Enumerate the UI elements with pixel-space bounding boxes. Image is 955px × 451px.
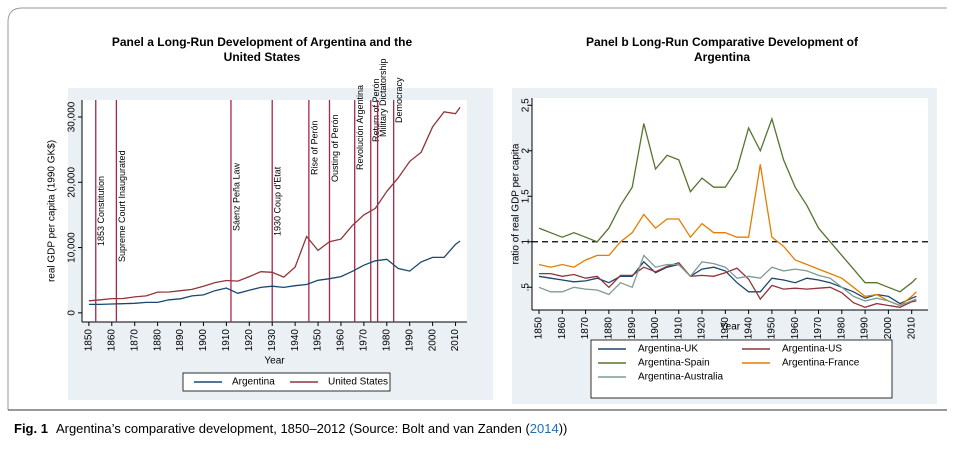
frame [7,7,947,410]
plot-area [532,98,928,310]
caption-label: Fig. 1 [14,421,48,436]
x-tick-label: 1900 [650,317,661,340]
panel-title: Panel b Long-Run Comparative Development… [586,35,859,49]
y-axis-title: ratio of real GDP per capita [511,143,522,264]
event-label: Democracy [394,77,404,123]
x-tick-label: 1890 [627,317,638,340]
x-tick-label: 1990 [860,317,871,340]
x-tick-label: 1970 [813,317,824,340]
event-label: Return of Perón [371,78,381,142]
citation-link[interactable]: 2014 [530,421,559,436]
x-tick-label: 1980 [836,317,847,340]
y-tick-label: 1.5 [521,189,532,203]
x-axis-title: Year [720,322,741,333]
legend-label: Argentina-Australia [638,372,723,383]
event-label: 1930 Coup d'Etat [273,166,283,236]
legend-label: Argentina [232,377,275,388]
x-tick-label: 1970 [359,329,370,352]
y-tick-label: 10,000 [67,232,78,263]
y-axis-title: real GDP per capita (1990 GK$) [47,140,58,282]
event-label: Military Dictatorship [378,58,388,137]
data-line [538,254,917,307]
legend-label: United States [328,377,388,388]
data-line [539,261,917,308]
legend-box [182,372,391,392]
x-tick-label: 1930 [267,329,278,352]
y-tick-label: 1 [521,239,532,245]
x-tick-label: 1860 [557,317,568,340]
x-tick-label: 1930 [720,317,731,340]
x-tick-label: 1920 [697,317,708,340]
x-tick-label: 1850 [84,329,95,352]
y-tick-label: .5 [521,283,532,292]
panel-title: Argentina [694,50,750,64]
y-tick-label: 2.5 [521,98,532,112]
x-tick-label: 1950 [767,317,778,340]
x-tick-label: 1900 [198,329,209,352]
x-tick-label: 1860 [106,329,117,352]
data-line [538,116,917,293]
x-tick-label: 1940 [743,317,754,340]
panel-title: Panel a Long-Run Development of Argentin… [112,35,413,49]
y-tick-label: 20,000 [67,167,78,198]
data-line [538,260,917,305]
x-tick-label: 1980 [381,329,392,352]
x-tick-label: 2010 [906,317,917,340]
x-tick-label: 2000 [427,329,438,352]
data-line [538,164,917,307]
x-tick-label: 1880 [152,329,163,352]
x-tick-label: 1960 [790,317,801,340]
x-tick-label: 1910 [673,317,684,340]
x-tick-label: 1960 [336,329,347,352]
event-label: Sáenz Peña Law [231,162,241,231]
y-tick-label: 2 [521,148,532,154]
y-tick-label: 0 [67,310,78,316]
legend-label: Argentina-Spain [638,358,710,369]
x-tick-label: 1910 [221,329,232,352]
x-axis-title: Year [264,356,285,367]
legend-label: Argentina-France [782,358,860,369]
legend-label: Argentina-UK [638,344,698,355]
event-label: Supreme Court Inaugurated [117,150,127,262]
x-tick-label: 1940 [290,329,301,352]
panel-title: United States [224,50,301,64]
x-tick-label: 1990 [404,329,415,352]
caption: Fig. 1 Argentina’s comparative developmen… [14,421,567,436]
x-tick-label: 1950 [313,329,324,352]
y-tick-label: 30,000 [67,101,78,132]
caption-end: )) [559,421,568,436]
event-label: Ousting of Perón [330,114,340,182]
x-tick-label: 1880 [604,317,615,340]
legend-box [590,339,893,399]
legend-label: Argentina-US [782,344,842,355]
x-tick-label: 1870 [580,317,591,340]
event-label: Revolución Argentina [355,85,365,170]
x-tick-label: 2000 [883,317,894,340]
data-line [88,106,461,302]
event-label: Rise of Perón [309,120,319,175]
event-label: 1853 Constitution [96,176,106,246]
x-tick-label: 1920 [244,329,255,352]
x-tick-label: 2010 [450,329,461,352]
caption-text: Argentina’s comparative development, 185… [56,421,531,436]
data-line [88,240,461,306]
x-tick-label: 1870 [129,329,140,352]
plot-area [82,100,467,322]
x-tick-label: 1890 [175,329,186,352]
x-tick-label: 1850 [534,317,545,340]
